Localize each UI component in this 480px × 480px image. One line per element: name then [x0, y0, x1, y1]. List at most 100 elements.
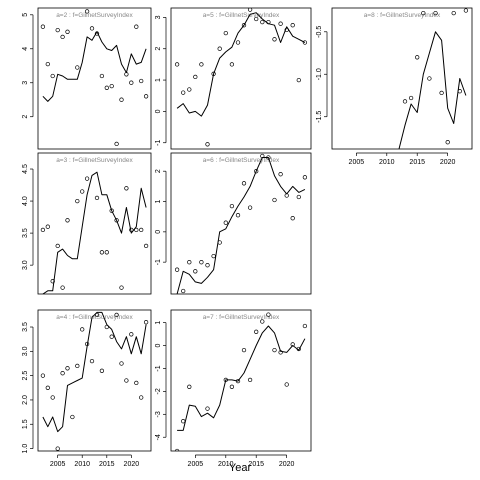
data-point [181, 419, 186, 424]
data-point [84, 341, 90, 347]
fit-line [177, 325, 306, 431]
x-tick-label: 2015 [248, 461, 264, 468]
data-point [60, 285, 65, 290]
data-point [296, 77, 301, 83]
y-tick-label: 3.0 [22, 260, 29, 270]
series-group [398, 8, 469, 149]
data-point [247, 205, 253, 210]
y-tick-label: -1 [155, 259, 162, 265]
y-tick-label: 3.5 [22, 322, 29, 332]
data-point [94, 31, 100, 36]
panel-title: a=7 : f=GillnetSurveyIndex [203, 314, 280, 321]
data-point [211, 253, 216, 259]
series-group [40, 148, 149, 294]
series-group [40, 311, 149, 451]
data-point [241, 347, 247, 353]
data-point [296, 346, 301, 352]
data-point [134, 380, 139, 386]
data-point [99, 250, 105, 255]
data-point [119, 285, 124, 290]
data-point [235, 213, 241, 218]
x-tick-label: 2010 [218, 461, 234, 468]
y-tick-label: 2 [22, 115, 29, 119]
data-point [211, 71, 216, 76]
data-point [278, 21, 283, 26]
data-point [199, 62, 204, 67]
data-point [70, 414, 75, 420]
y-tick-label: 2.0 [22, 395, 29, 405]
data-point [174, 62, 180, 67]
data-point [290, 342, 295, 347]
data-point [260, 153, 265, 159]
data-point [65, 29, 70, 34]
data-point [290, 216, 295, 221]
data-point [109, 208, 114, 213]
data-point [415, 55, 420, 60]
data-point [55, 446, 60, 451]
data-point [402, 99, 408, 104]
data-point [229, 203, 235, 209]
data-point [278, 172, 283, 177]
y-tick-label: -2 [155, 388, 162, 394]
x-tick-label: 2020 [440, 159, 456, 166]
panel-frame [37, 7, 152, 150]
data-point [40, 227, 46, 233]
x-tick-label: 2015 [409, 159, 425, 166]
data-point [205, 406, 210, 411]
data-point [80, 327, 85, 332]
series-group [40, 9, 149, 147]
panel-frame [170, 152, 312, 295]
data-point [181, 90, 186, 95]
panel-frame [170, 309, 312, 452]
y-tick-label: 4.0 [22, 196, 29, 206]
data-point [50, 395, 55, 400]
data-point [60, 371, 65, 376]
data-point [84, 9, 90, 14]
data-point [55, 243, 60, 249]
data-point [229, 62, 235, 67]
data-point [65, 218, 70, 223]
data-point [235, 40, 241, 45]
data-point [143, 320, 149, 325]
data-point [421, 10, 426, 16]
data-point [235, 378, 241, 384]
y-tick-label: 0 [155, 109, 162, 113]
y-tick-label: 2 [155, 47, 162, 51]
y-tick-label: -3 [155, 411, 162, 417]
data-point [439, 90, 444, 96]
data-point [272, 197, 277, 203]
series-group [174, 312, 308, 451]
data-point [302, 323, 308, 329]
y-tick-label: 3 [155, 15, 162, 19]
data-point [104, 85, 109, 90]
y-tick-label: 1.0 [22, 444, 29, 454]
data-point [241, 23, 247, 28]
y-tick-label: 1 [155, 321, 162, 325]
data-point [139, 395, 144, 400]
data-point [94, 312, 100, 318]
data-point [187, 384, 192, 389]
data-point [55, 27, 60, 33]
data-point [187, 87, 192, 92]
y-tick-label: 0 [155, 230, 162, 234]
data-point [45, 224, 50, 229]
data-point [45, 385, 50, 390]
panel-title: a=4 : f=GillnetSurveyIndex [56, 314, 133, 321]
panel-frame [37, 152, 152, 295]
data-point [254, 16, 259, 22]
data-point [94, 195, 100, 201]
data-point [284, 382, 289, 387]
y-tick-label: -1 [155, 365, 162, 371]
y-tick-label: 2.5 [22, 371, 29, 381]
data-point [272, 37, 277, 42]
data-point [129, 80, 134, 85]
panel: a=2 : f=GillnetSurveyIndex 2 3 4 5 [22, 7, 152, 150]
y-tick-label: 4.5 [22, 164, 29, 174]
data-point [278, 350, 283, 355]
data-point [90, 148, 94, 152]
x-tick-label: 2015 [99, 461, 115, 468]
panel-title: a=8 : f=GillnetSurveyIndex [364, 12, 441, 19]
data-point [199, 260, 204, 265]
data-point [60, 34, 65, 40]
